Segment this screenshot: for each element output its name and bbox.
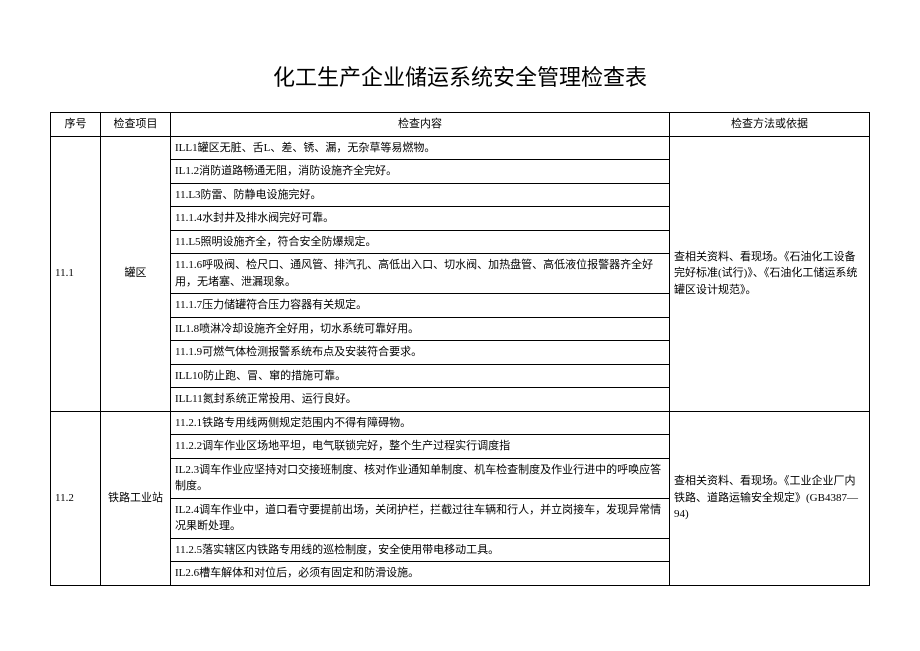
- table-header-row: 序号 检查项目 检查内容 检查方法或依据: [51, 113, 870, 137]
- cell-content: 11.1.9可燃气体检测报警系统布点及安装符合要求。: [171, 341, 670, 365]
- cell-item: 罐区: [101, 136, 171, 411]
- cell-content: 11.1.6呼吸阀、检尺口、通风管、排汽孔、高低出入口、切水阀、加热盘管、高低液…: [171, 254, 670, 294]
- table-row: 11.2 铁路工业站 11.2.1铁路专用线两侧规定范围内不得有障碍物。 查相关…: [51, 411, 870, 435]
- cell-content: IL2.3调车作业应坚持对口交接班制度、核对作业通知单制度、机车检查制度及作业行…: [171, 458, 670, 498]
- cell-content: 11.1.4水封井及排水阀完好可靠。: [171, 207, 670, 231]
- inspection-table: 序号 检查项目 检查内容 检查方法或依据 11.1 罐区 ILL1罐区无脏、舌L…: [50, 112, 870, 586]
- cell-method: 查相关资料、看现场。《工业企业厂内铁路、道路运输安全规定》(GB4387—94): [670, 411, 870, 585]
- cell-content: ILL11氮封系统正常投用、运行良好。: [171, 388, 670, 412]
- cell-content: IL2.4调车作业中，道口看守要提前出场，关闭护栏，拦截过往车辆和行人，并立岗接…: [171, 498, 670, 538]
- cell-item: 铁路工业站: [101, 411, 171, 585]
- cell-content: IL2.6槽车解体和对位后，必须有固定和防滑设施。: [171, 562, 670, 586]
- cell-content: 11.2.5落实辖区内铁路专用线的巡检制度，安全使用带电移动工具。: [171, 538, 670, 562]
- header-content: 检查内容: [171, 113, 670, 137]
- cell-content: 11.2.1铁路专用线两侧规定范围内不得有障碍物。: [171, 411, 670, 435]
- header-method: 检查方法或依据: [670, 113, 870, 137]
- cell-content: 11.2.2调车作业区场地平坦，电气联锁完好，整个生产过程实行调度指: [171, 435, 670, 459]
- cell-content: IL1.8喷淋冷却设施齐全好用，切水系统可靠好用。: [171, 317, 670, 341]
- table-row: 11.1 罐区 ILL1罐区无脏、舌L、差、锈、漏，无杂草等易燃物。 查相关资料…: [51, 136, 870, 160]
- cell-seq: 11.1: [51, 136, 101, 411]
- cell-content: IL1.2消防道路畅通无阻，消防设施齐全完好。: [171, 160, 670, 184]
- header-seq: 序号: [51, 113, 101, 137]
- cell-content: ILL1罐区无脏、舌L、差、锈、漏，无杂草等易燃物。: [171, 136, 670, 160]
- table-body: 11.1 罐区 ILL1罐区无脏、舌L、差、锈、漏，无杂草等易燃物。 查相关资料…: [51, 136, 870, 585]
- cell-content: 11.1.7压力储罐符合压力容器有关规定。: [171, 294, 670, 318]
- header-item: 检查项目: [101, 113, 171, 137]
- cell-content: ILL10防止跑、冒、窜的措施可靠。: [171, 364, 670, 388]
- cell-method: 查相关资料、看现场。《石油化工设备完好标准(试行)》、《石油化工储运系统罐区设计…: [670, 136, 870, 411]
- cell-seq: 11.2: [51, 411, 101, 585]
- cell-content: 11.L5照明设施齐全，符合安全防爆规定。: [171, 230, 670, 254]
- page-title: 化工生产企业储运系统安全管理检查表: [50, 60, 870, 92]
- cell-content: 11.L3防雷、防静电设施完好。: [171, 183, 670, 207]
